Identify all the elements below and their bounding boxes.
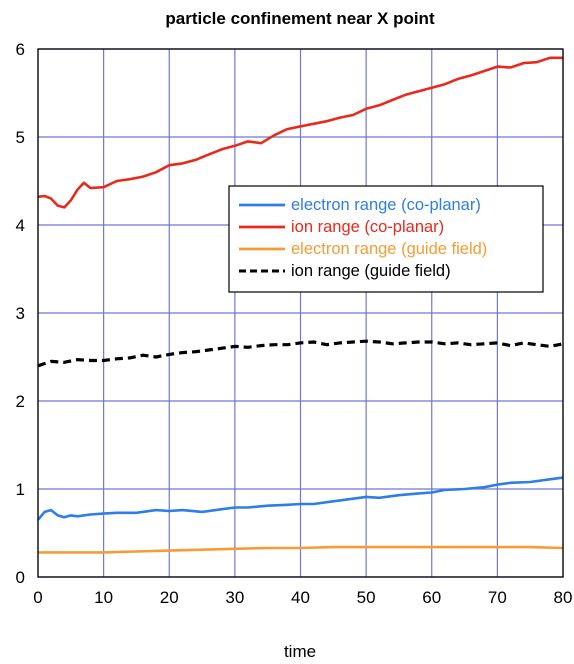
legend: electron range (co-planar) ion range (co-… xyxy=(228,185,544,293)
x-tick-label: 70 xyxy=(488,588,507,607)
x-tick-label: 30 xyxy=(225,588,244,607)
plot-frame xyxy=(37,48,564,578)
y-tick-label: 1 xyxy=(16,480,25,499)
legend-label-2: ion range (co-planar) xyxy=(291,218,444,236)
y-tick-label: 5 xyxy=(16,128,25,147)
legend-label-1: electron range (co-planar) xyxy=(291,196,481,214)
tick-labels: 0 10 20 30 40 50 60 70 80 0 1 2 3 4 5 6 xyxy=(16,40,573,607)
y-tick-label: 4 xyxy=(16,216,25,235)
series-lines xyxy=(37,56,564,554)
y-tick-label: 0 xyxy=(16,568,25,587)
x-tick-label: 80 xyxy=(554,588,573,607)
x-tick-label: 0 xyxy=(33,588,42,607)
y-tick-label: 6 xyxy=(16,40,25,59)
chart-title: particle confinement near X point xyxy=(165,9,435,28)
x-tick-label: 60 xyxy=(422,588,441,607)
series-line-2 xyxy=(37,56,563,209)
legend-label-3: electron range (guide field) xyxy=(291,240,487,258)
series-line-3 xyxy=(38,545,564,554)
x-tick-label: 10 xyxy=(94,588,113,607)
grid xyxy=(37,48,564,578)
y-tick-label: 2 xyxy=(16,392,25,411)
x-tick-label: 40 xyxy=(291,588,310,607)
series-line-1 xyxy=(37,476,564,521)
x-tick-label: 20 xyxy=(160,588,179,607)
series-line-4 xyxy=(37,339,564,368)
x-axis-label: time xyxy=(284,642,316,661)
legend-label-4: ion range (guide field) xyxy=(291,262,451,280)
y-tick-label: 3 xyxy=(16,304,25,323)
x-tick-label: 50 xyxy=(357,588,376,607)
